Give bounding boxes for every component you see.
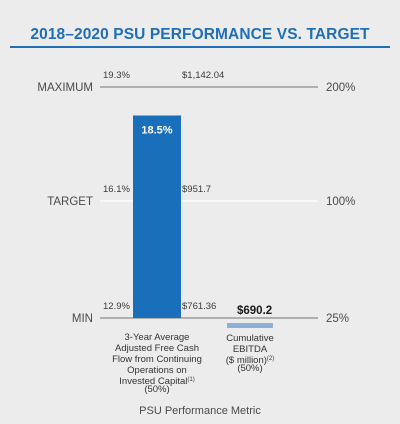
bar-fcf-roic-value: 18.5% bbox=[141, 125, 172, 137]
bar-ebitda bbox=[227, 323, 273, 328]
min-level-label: MIN bbox=[72, 313, 93, 325]
category-label-fcf-roic: 3-Year Average Adjusted Free Cash Flow fro… bbox=[112, 332, 202, 395]
bar-fcf-roic bbox=[133, 115, 181, 318]
maximum-metric1-threshold: 19.3% bbox=[103, 70, 130, 81]
min-payout-label: 25% bbox=[326, 313, 349, 325]
maximum-metric2-threshold: $1,142.04 bbox=[182, 70, 224, 81]
category-label-ebitda: Cumulative EBITDA ($ million)(2) (50%) bbox=[226, 333, 275, 374]
bar-ebitda-value: $690.2 bbox=[237, 305, 272, 317]
target-payout-label: 100% bbox=[326, 196, 355, 208]
target-metric1-threshold: 16.1% bbox=[103, 184, 130, 195]
target-level-label: TARGET bbox=[47, 196, 93, 208]
maximum-level-label: MAXIMUM bbox=[37, 82, 93, 94]
x-axis-label: PSU Performance Metric bbox=[139, 405, 261, 417]
min-metric1-threshold: 12.9% bbox=[103, 301, 130, 312]
min-metric2-threshold: $761.36 bbox=[182, 301, 216, 312]
title-rule bbox=[10, 46, 390, 48]
target-metric2-threshold: $951.7 bbox=[182, 184, 211, 195]
maximum-payout-label: 200% bbox=[326, 82, 355, 94]
chart-title: 2018–2020 PSU PERFORMANCE VS. TARGET bbox=[30, 26, 370, 43]
